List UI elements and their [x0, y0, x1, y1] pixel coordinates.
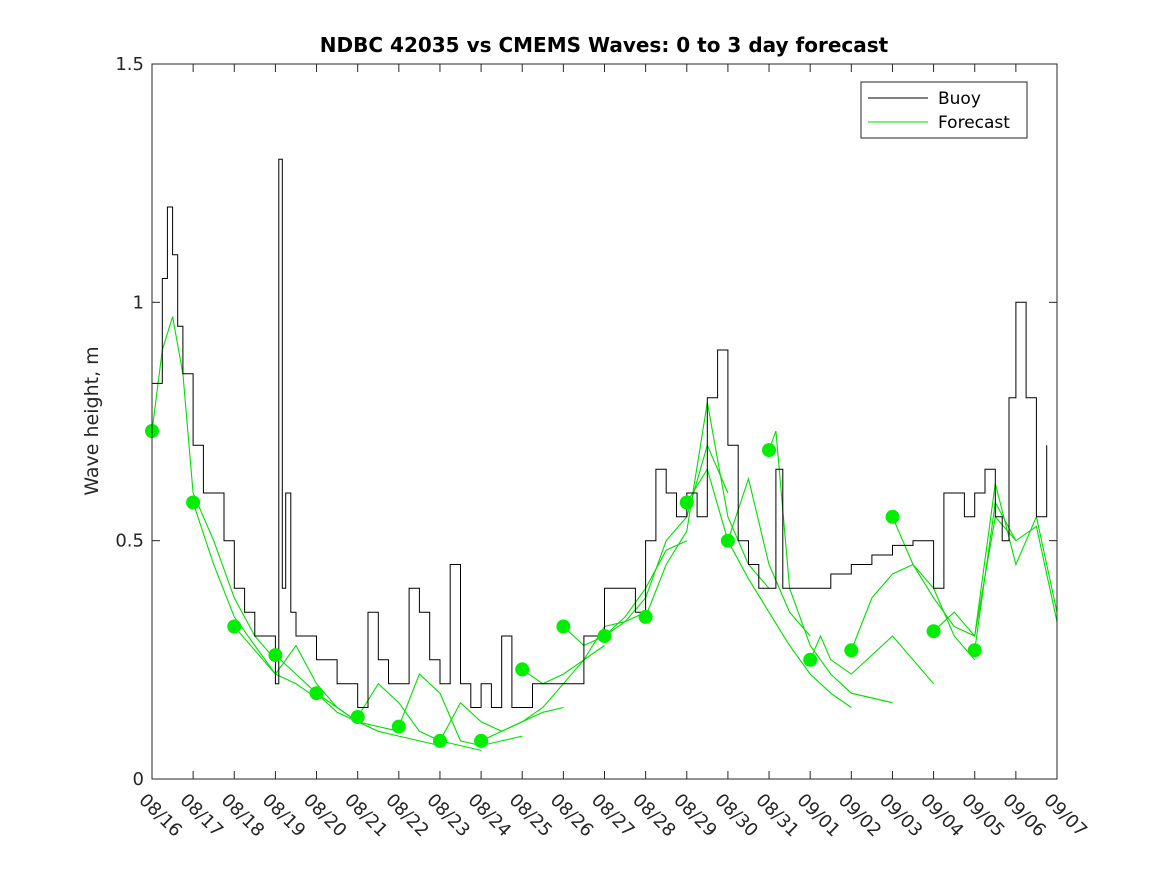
forecast-start-marker-10 [515, 662, 530, 677]
forecast-start-marker-4 [268, 648, 283, 663]
forecast-start-marker-11 [556, 619, 571, 634]
forecast-start-marker-7 [391, 719, 406, 734]
forecast-start-marker-21 [967, 643, 982, 658]
legend: Buoy Forecast [860, 81, 1028, 139]
forecast-run-21 [974, 500, 1058, 651]
forecast-start-marker-13 [638, 609, 653, 624]
forecast-run-7 [398, 673, 523, 747]
forecast-run-15 [727, 540, 852, 708]
legend-forecast-label: Forecast [938, 113, 1010, 133]
forecast-run-4 [275, 654, 399, 732]
forecast-run-5 [316, 692, 441, 747]
legend-buoy-label: Buoy [938, 89, 981, 109]
forecast-start-markers [145, 424, 982, 748]
y-tick-label: 1 [133, 292, 144, 313]
y-tick-label: 1.5 [115, 54, 144, 75]
forecast-start-marker-17 [803, 652, 818, 667]
forecast-start-marker-15 [720, 533, 735, 548]
forecast-start-marker-14 [679, 495, 694, 510]
plot-area [152, 64, 1057, 779]
forecast-start-marker-12 [597, 629, 612, 643]
forecast-start-marker-9 [474, 733, 489, 748]
forecast-start-marker-18 [844, 643, 859, 658]
legend-box [860, 81, 1028, 139]
forecast-start-marker-16 [762, 443, 776, 458]
forecast-start-marker-3 [227, 619, 242, 634]
y-axis-label: Wave height, m [81, 346, 103, 495]
forecast-start-marker-20 [926, 624, 941, 639]
forecast-run-1 [151, 316, 276, 661]
forecast-start-marker-6 [350, 710, 365, 724]
y-tick-label: 0 [133, 769, 144, 790]
forecast-start-marker-19 [885, 509, 900, 524]
y-tick-label: 0.5 [115, 531, 144, 552]
forecast-start-marker-8 [433, 733, 447, 748]
forecast-run-6 [357, 682, 482, 751]
forecast-run-2 [192, 502, 317, 699]
forecast-run-16 [768, 430, 893, 704]
chart-title: NDBC 42035 vs CMEMS Waves: 0 to 3 day fo… [320, 33, 889, 57]
forecast-start-marker-2 [186, 495, 201, 510]
forecast-start-marker-5 [309, 686, 324, 701]
forecast-run-17 [809, 634, 935, 685]
